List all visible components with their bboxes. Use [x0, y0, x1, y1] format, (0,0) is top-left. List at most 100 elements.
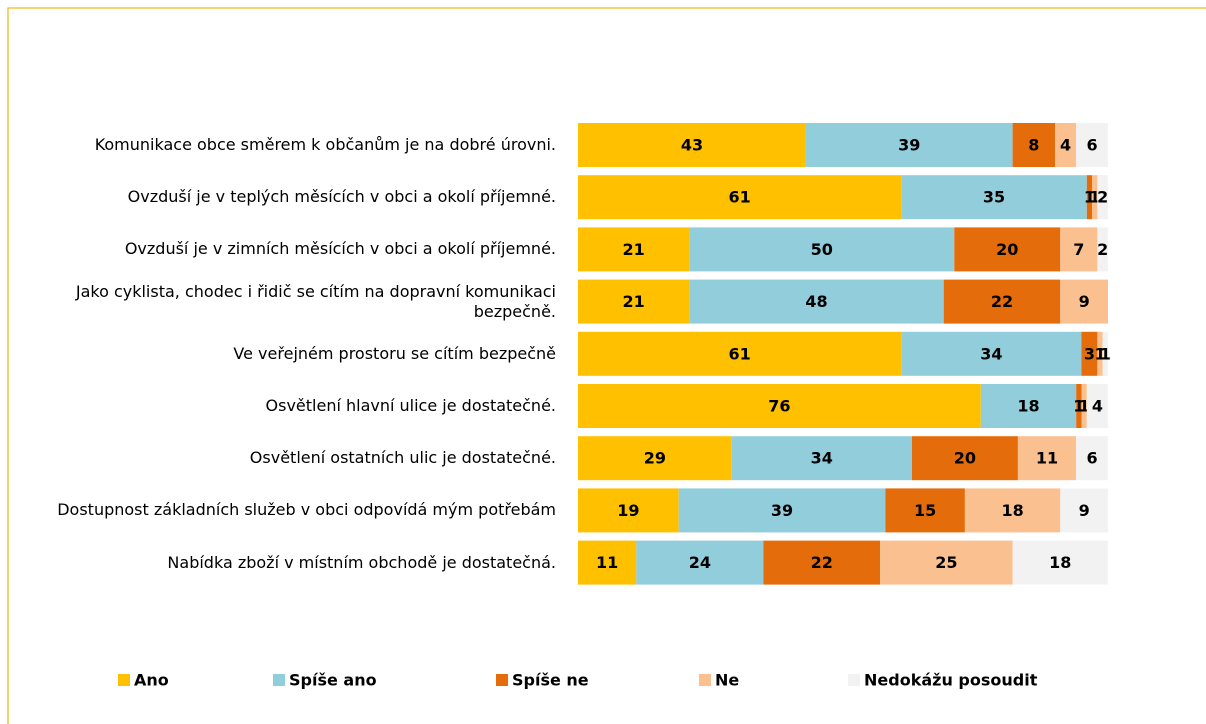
bar-segment: [885, 488, 965, 533]
value-label: 3: [1084, 344, 1095, 363]
bar-segment: [1076, 436, 1108, 481]
category-label: Osvětlení ostatních ulic je dostatečné.: [249, 448, 556, 468]
value-label: 34: [811, 449, 833, 468]
bar-segment: [1086, 175, 1093, 220]
value-label: 1: [1079, 397, 1090, 416]
bar-segment: [1060, 279, 1108, 324]
value-label: 9: [1079, 501, 1090, 520]
bar-segment: [689, 279, 944, 324]
category-label: Dostupnost základních služeb v obci odpo…: [57, 500, 556, 520]
frame: [7, 7, 1206, 724]
bar-segment: [943, 279, 1061, 324]
value-label: 48: [805, 292, 827, 311]
value-label: 43: [681, 136, 703, 155]
legend-label: Ne: [715, 671, 739, 690]
legend-label: Spíše ne: [512, 671, 589, 690]
bar-segment: [578, 436, 732, 481]
category-label: Jako cyklista, chodec i řidič se cítím n…: [75, 281, 556, 321]
bar-segment: [689, 227, 955, 272]
value-label: 39: [771, 501, 793, 520]
value-label: 61: [729, 344, 751, 363]
bar-segment: [954, 227, 1061, 272]
value-label: 11: [596, 553, 618, 572]
bar-segment: [1055, 123, 1077, 167]
category-label: Ve veřejném prostoru se cítím bezpečně: [233, 343, 556, 363]
legend-swatch: [273, 674, 285, 686]
value-label: 11: [1036, 449, 1058, 468]
bar-segment: [1086, 384, 1108, 428]
legend-swatch: [118, 674, 130, 686]
value-label: 22: [991, 292, 1013, 311]
bar-segment: [1060, 227, 1098, 272]
bar-segment: [901, 175, 1087, 220]
bar-segment: [1081, 331, 1098, 376]
legend-swatch: [699, 674, 711, 686]
value-label: 1: [1084, 188, 1095, 207]
bar-segment: [1092, 175, 1098, 220]
value-label: 50: [811, 240, 833, 259]
value-label: 1: [1100, 344, 1111, 363]
bar-segment: [980, 384, 1077, 428]
bar-segment: [578, 488, 679, 533]
category-label: Ovzduší je v zimních měsících v obci a o…: [124, 239, 556, 259]
value-label: 24: [689, 553, 711, 572]
value-label: 18: [1049, 553, 1071, 572]
value-label: 18: [1017, 397, 1039, 416]
value-label: 2: [1097, 240, 1108, 259]
value-label: 1: [1094, 344, 1105, 363]
value-label: 21: [623, 240, 645, 259]
value-label: 15: [914, 501, 936, 520]
category-label: Komunikace obce směrem k občanům je na d…: [94, 135, 556, 154]
value-label: 25: [935, 553, 957, 572]
value-label: 1: [1089, 188, 1100, 207]
value-label: 35: [983, 188, 1005, 207]
value-label: 39: [898, 136, 920, 155]
value-label: 61: [729, 188, 751, 207]
bar-segment: [1060, 488, 1108, 533]
bar-segment: [911, 436, 1018, 481]
value-label: 9: [1079, 292, 1090, 311]
category-label: Nabídka zboží v místním obchodě je dosta…: [167, 552, 556, 572]
bar-segment: [880, 540, 1013, 585]
bar-segment: [636, 540, 764, 585]
legend-swatch: [848, 674, 860, 686]
bar-segment: [578, 227, 690, 272]
bar-segment: [731, 436, 912, 481]
bar-segment: [1081, 384, 1087, 428]
value-label: 20: [996, 240, 1018, 259]
bar-segment: [1012, 123, 1055, 167]
bar-segment: [1102, 331, 1108, 376]
bar-segment: [1076, 384, 1082, 428]
legend-label: Spíše ano: [289, 671, 377, 690]
bar-segment: [578, 123, 806, 167]
bar-segment: [1097, 175, 1108, 220]
value-label: 6: [1087, 136, 1098, 155]
bar-segment: [578, 175, 902, 220]
value-label: 6: [1087, 449, 1098, 468]
value-label: 8: [1028, 136, 1039, 155]
bar-segment: [578, 540, 637, 585]
legend-swatch: [496, 674, 508, 686]
value-label: 7: [1073, 240, 1084, 259]
bar-segment: [1017, 436, 1077, 481]
value-label: 76: [768, 397, 790, 416]
bar-segment: [1097, 227, 1108, 272]
bar-segment: [1076, 123, 1108, 167]
bar-segment: [578, 279, 690, 324]
bar-segment: [1097, 331, 1103, 376]
bar-segment: [578, 384, 981, 428]
bar-segment: [964, 488, 1061, 533]
category-label: Osvětlení hlavní ulice je dostatečné.: [265, 396, 556, 415]
value-label: 19: [617, 501, 639, 520]
value-label: 4: [1092, 397, 1103, 416]
legend-label: Nedokážu posoudit: [864, 671, 1038, 690]
bar-segment: [678, 488, 886, 533]
legend-label: Ano: [134, 671, 169, 690]
category-label: Ovzduší je v teplých měsících v obci a o…: [127, 187, 556, 207]
bar-segment: [763, 540, 881, 585]
value-label: 21: [623, 292, 645, 311]
bar-segment: [1012, 540, 1108, 585]
value-label: 4: [1060, 136, 1071, 155]
